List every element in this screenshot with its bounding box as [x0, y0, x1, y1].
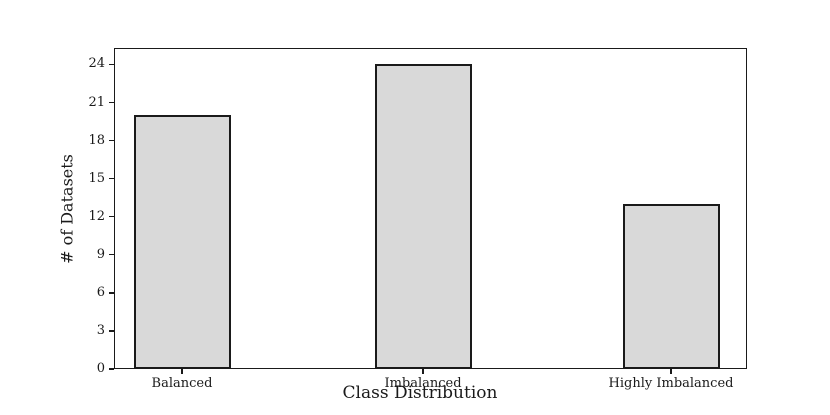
y-tick-label: 3 — [96, 322, 105, 338]
x-tick-mark — [181, 369, 183, 374]
y-tick-mark — [109, 254, 114, 256]
y-tick-label: 15 — [88, 170, 105, 186]
y-tick-label: 18 — [88, 132, 105, 148]
bar-balanced — [133, 115, 231, 369]
x-axis-label: Class Distribution — [342, 383, 498, 403]
bar-imbalanced — [374, 64, 472, 369]
y-tick-label: 12 — [88, 208, 105, 224]
x-tick-label: Highly Imbalanced — [608, 376, 734, 391]
x-tick-mark — [670, 369, 672, 374]
x-tick-label: Imbalanced — [384, 376, 462, 391]
x-tick-mark — [422, 369, 424, 374]
y-tick-mark — [109, 101, 114, 104]
y-tick-label: 9 — [96, 246, 105, 262]
y-tick-mark — [109, 63, 114, 66]
bar-highly-imbalanced — [622, 204, 720, 369]
y-tick-mark — [109, 368, 114, 370]
y-tick-mark — [109, 139, 114, 142]
y-axis-label: # of Datasets — [57, 153, 77, 264]
y-tick-mark — [109, 292, 114, 294]
y-tick-mark — [109, 178, 114, 180]
y-tick-mark — [109, 330, 114, 332]
x-tick-label: Balanced — [151, 376, 213, 391]
y-tick-label: 6 — [96, 284, 105, 300]
y-tick-label: 24 — [88, 56, 105, 72]
y-tick-label: 21 — [88, 94, 105, 110]
y-tick-label: 0 — [96, 361, 105, 376]
y-tick-mark — [109, 216, 114, 218]
